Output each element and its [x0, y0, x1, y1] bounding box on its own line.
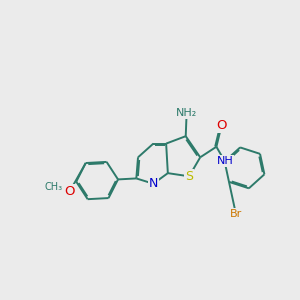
- Text: Br: Br: [230, 209, 242, 219]
- Text: N: N: [149, 177, 158, 190]
- Text: O: O: [64, 184, 75, 198]
- Text: NH₂: NH₂: [176, 108, 197, 118]
- Text: O: O: [216, 119, 227, 132]
- Text: S: S: [185, 170, 193, 183]
- Text: NH: NH: [217, 156, 233, 166]
- Text: CH₃: CH₃: [45, 182, 63, 192]
